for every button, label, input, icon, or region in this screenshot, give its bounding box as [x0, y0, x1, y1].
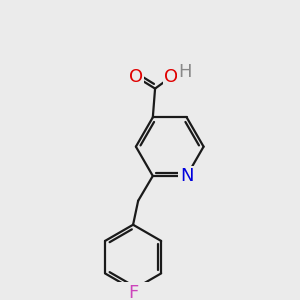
- Text: O: O: [129, 68, 143, 86]
- Text: O: O: [164, 68, 178, 86]
- Text: H: H: [178, 63, 192, 81]
- Text: F: F: [128, 284, 138, 300]
- Text: N: N: [180, 167, 194, 185]
